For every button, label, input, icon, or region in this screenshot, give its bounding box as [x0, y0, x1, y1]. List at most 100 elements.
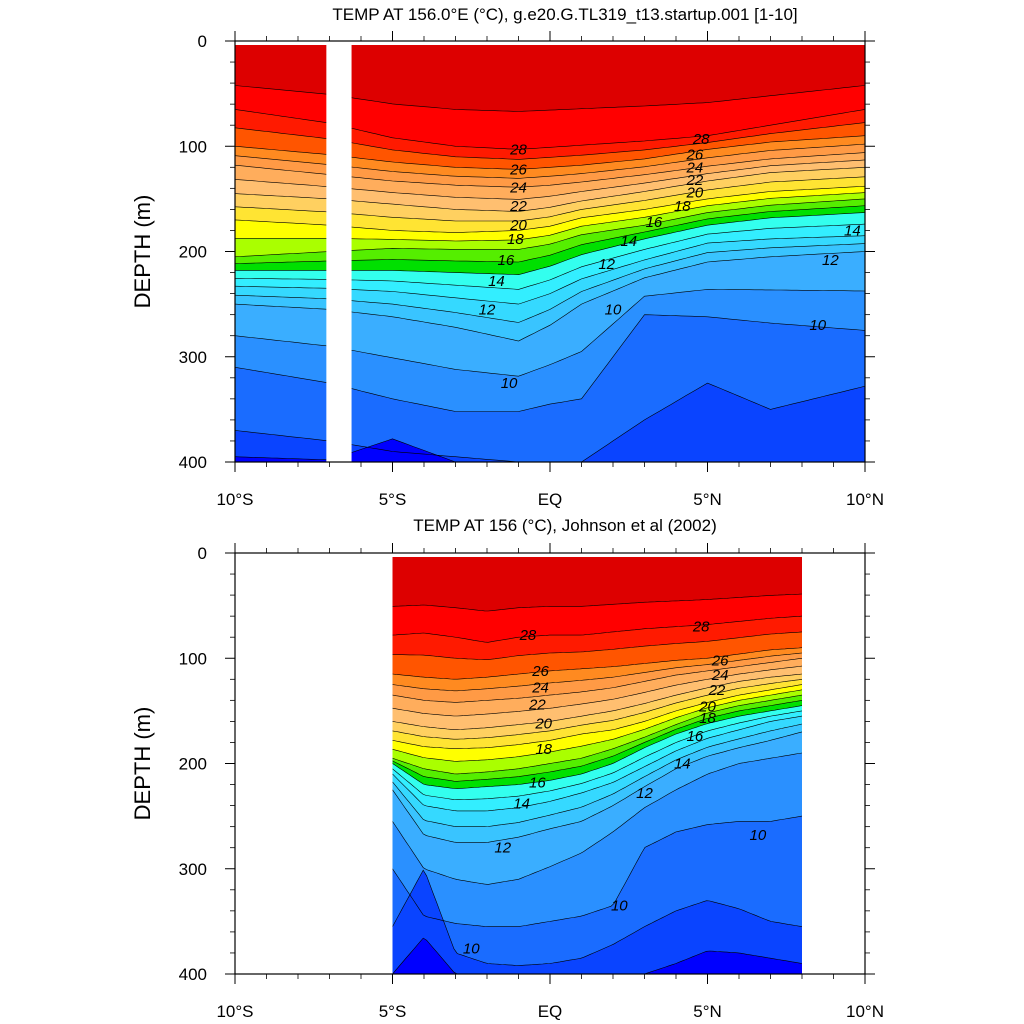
contour-label: 20: [686, 185, 704, 202]
contour-label: 22: [528, 697, 546, 714]
isotherm-8: [392, 937, 802, 974]
y-tick-label: 400: [179, 453, 207, 472]
contour-label: 14: [844, 222, 861, 239]
contour-label: 22: [708, 682, 726, 699]
isotherm-11: [392, 752, 802, 885]
y-axis-label: DEPTH (m): [130, 195, 155, 309]
contour-label: 14: [674, 756, 691, 773]
chart-panel-1: 2826242220181614121028262422201816141210…: [130, 5, 884, 509]
contour-label: 18: [674, 198, 691, 215]
y-tick-label: 200: [179, 755, 207, 774]
x-tick-label: 5°N: [693, 490, 722, 509]
chart-title: TEMP AT 156 (°C), Johnson et al (2002): [413, 516, 717, 535]
contour-label: 20: [698, 699, 716, 716]
band-below-8: [392, 938, 802, 974]
chart-title: TEMP AT 156.0°E (°C), g.e20.G.TL319_t13.…: [332, 5, 797, 24]
contour-label: 10: [463, 941, 480, 958]
isotherm-12: [392, 731, 802, 843]
isotherm-21: [392, 679, 802, 740]
contour-label: 26: [531, 663, 549, 680]
y-tick-label: 100: [179, 649, 207, 668]
isotherm-18: [392, 694, 802, 775]
x-tick-label: 5°S: [379, 1002, 407, 1021]
isotherm-26: [392, 647, 802, 680]
x-tick-label: 5°S: [379, 490, 407, 509]
contour-label: 14: [513, 795, 530, 812]
contour-label: 24: [686, 159, 704, 176]
contour-label: 16: [687, 728, 704, 745]
contour-label: 28: [692, 131, 710, 148]
contour-field: [235, 45, 865, 462]
contour-label: 12: [636, 785, 653, 802]
y-tick-label: 0: [198, 544, 207, 563]
isotherm-16: [392, 705, 802, 789]
missing-data-strip: [326, 41, 352, 463]
y-tick-label: 400: [179, 965, 207, 984]
contour-label: 22: [509, 198, 527, 215]
isotherm-20: [392, 684, 802, 749]
contour-label: 14: [488, 273, 505, 290]
isotherm-14: [392, 715, 802, 812]
contour-label: 10: [605, 301, 622, 318]
isotherm-15: [392, 710, 802, 801]
x-tick-label: 10°S: [216, 1002, 253, 1021]
y-tick-label: 300: [179, 860, 207, 879]
x-tick-label: 10°N: [846, 490, 884, 509]
y-tick-label: 300: [179, 348, 207, 367]
isotherm-13: [392, 723, 802, 827]
contour-label: 16: [646, 214, 663, 231]
contour-field: [392, 557, 802, 974]
contour-label: 18: [699, 710, 716, 727]
contour-label: 16: [498, 252, 515, 269]
contour-label: 22: [686, 172, 704, 189]
isotherm-27: [392, 631, 802, 660]
contour-label: 26: [509, 161, 527, 178]
y-axis-label: DEPTH (m): [130, 707, 155, 821]
x-tick-label: 5°N: [693, 1002, 722, 1021]
x-tick-label: EQ: [538, 490, 563, 509]
x-tick-label: EQ: [538, 1002, 563, 1021]
contour-label: 12: [598, 256, 615, 273]
isotherm-24: [392, 658, 802, 703]
contour-label: 28: [519, 627, 537, 644]
contour-label: 10: [611, 898, 628, 915]
contour-label: 28: [509, 141, 527, 158]
isotherm-17: [392, 700, 802, 782]
contour-label: 20: [509, 217, 527, 234]
y-tick-label: 200: [179, 243, 207, 262]
isotherm-10: [392, 815, 802, 927]
contour-label: 16: [529, 774, 546, 791]
isotherm-29: [392, 593, 802, 612]
contour-label: 10: [809, 317, 826, 334]
isotherm-19: [392, 689, 802, 762]
isotherm-28: [392, 615, 802, 643]
contour-label: 12: [822, 252, 839, 269]
x-tick-label: 10°S: [216, 490, 253, 509]
contour-label: 10: [750, 827, 767, 844]
contour-label: 24: [711, 667, 729, 684]
isotherm-25: [392, 652, 802, 692]
contour-label: 14: [620, 233, 637, 250]
contour-label: 18: [507, 231, 524, 248]
band-below-9: [392, 870, 802, 974]
contour-label: 12: [479, 301, 496, 318]
contour-label: 24: [509, 179, 527, 196]
contour-label: 24: [531, 680, 549, 697]
x-tick-label: 10°N: [846, 1002, 884, 1021]
chart-panel-2: 28 28262422201816141212101026242220181614…: [130, 516, 884, 1021]
isotherm-9: [392, 869, 802, 966]
contour-label: 12: [494, 840, 511, 857]
y-tick-label: 0: [198, 32, 207, 51]
band-below-9: [235, 383, 865, 462]
contour-label: 20: [534, 716, 552, 733]
contour-label: 26: [711, 652, 729, 669]
contour-label: 18: [535, 741, 552, 758]
contour-label: 10: [501, 375, 518, 392]
isotherm-22: [392, 673, 802, 730]
band-below-8: [235, 438, 865, 462]
contour-label: 26: [686, 147, 704, 164]
y-tick-label: 100: [179, 137, 207, 156]
isotherm-23: [392, 665, 802, 717]
contour-label: 28: [692, 619, 710, 636]
